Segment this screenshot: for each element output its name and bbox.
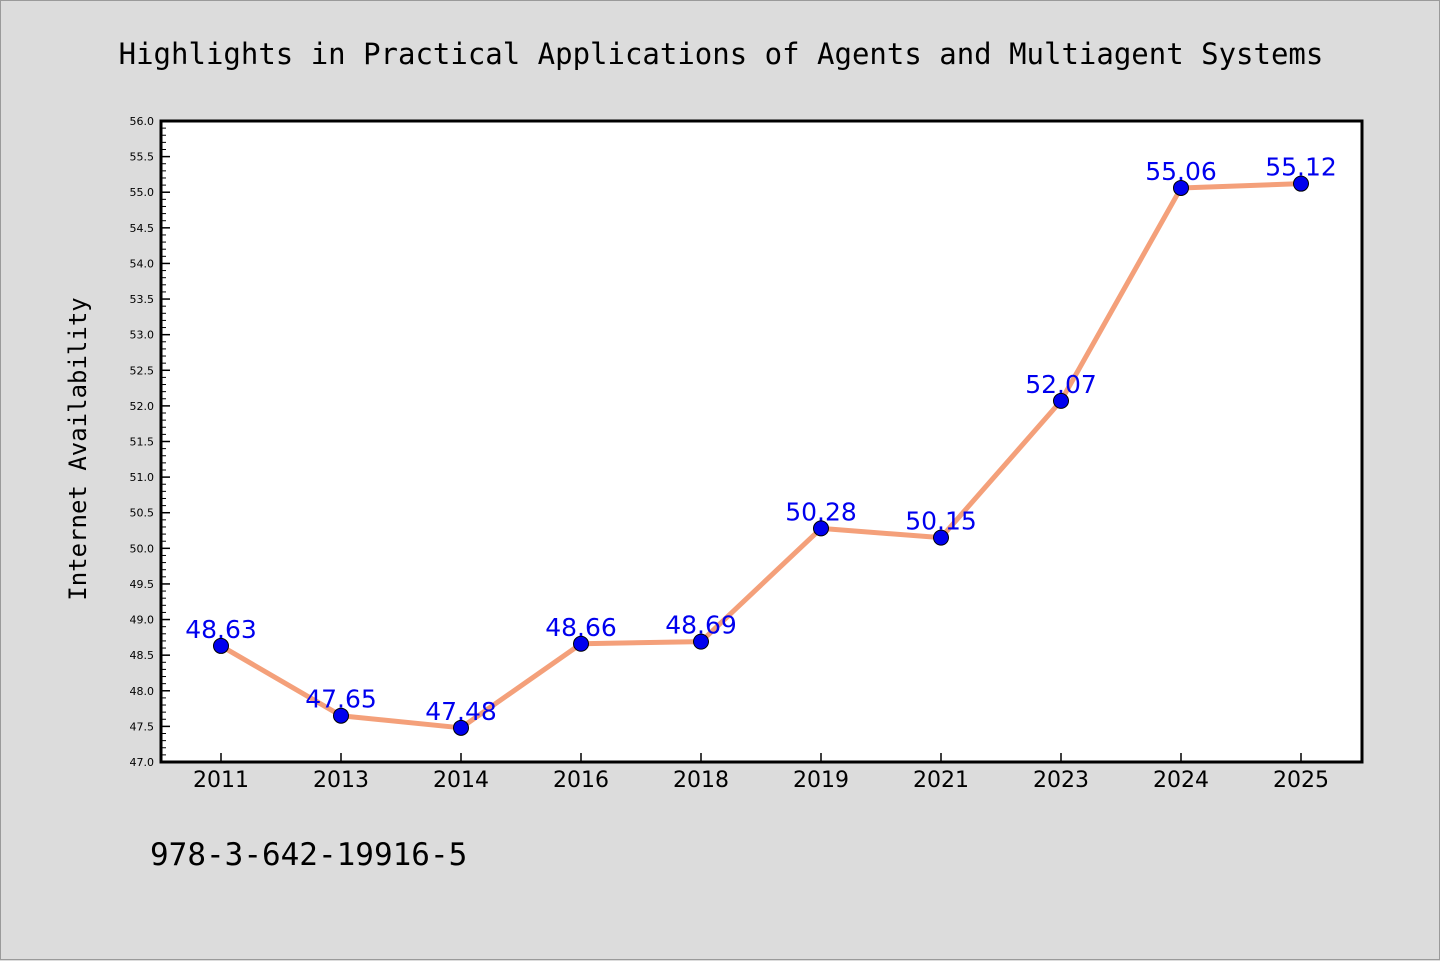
- y-tick-label: 52.5: [130, 364, 155, 377]
- data-label: 48.63: [185, 615, 257, 644]
- x-tick-label: 2025: [1273, 768, 1329, 793]
- x-tick-label: 2014: [433, 768, 489, 793]
- data-label: 48.66: [545, 613, 617, 642]
- data-labels-group: 48.63 47.65 47.48 48.66 48.69 50.28 50.15 52.07…: [185, 153, 1337, 726]
- y-axis: 47.0 47.5 48.0 48.5 49.0 49.5 50.0 50.5 51.0 51.5…: [130, 115, 170, 769]
- x-tick-label: 2024: [1153, 768, 1209, 793]
- x-tick-label: 2013: [313, 768, 369, 793]
- y-tick-label: 55.5: [130, 151, 155, 164]
- plot-area: [159, 119, 1364, 764]
- data-point: [1053, 392, 1069, 409]
- x-tick-label: 2023: [1033, 768, 1089, 793]
- footer-isbn: 978-3-642-19916-5: [150, 837, 467, 873]
- x-axis: 2011 2013 2014 2016 2018 2019 2021 2023 2024 2025: [193, 753, 1329, 793]
- data-point: [453, 719, 469, 736]
- data-point: [333, 707, 349, 724]
- data-point: [813, 520, 829, 537]
- y-tick-label: 50.0: [130, 542, 155, 555]
- y-tick-label: 47.5: [130, 720, 155, 733]
- x-tick-label: 2021: [913, 768, 969, 793]
- data-point: [1173, 179, 1189, 196]
- data-label: 48.69: [665, 611, 737, 640]
- data-label: 52.07: [1025, 370, 1097, 399]
- y-tick-label: 54.0: [130, 257, 155, 270]
- y-axis-label: Internet Availability: [64, 297, 92, 600]
- data-label: 50.28: [785, 497, 857, 526]
- y-tick-label: 48.0: [130, 685, 155, 698]
- chart-title: Highlights in Practical Applications of …: [119, 37, 1324, 71]
- data-label: 47.65: [305, 685, 377, 714]
- x-tick-label: 2019: [793, 768, 849, 793]
- y-tick-label: 49.5: [130, 578, 155, 591]
- x-tick-label: 2018: [673, 768, 729, 793]
- y-tick-label: 52.0: [130, 400, 155, 413]
- y-tick-label: 54.5: [130, 222, 155, 235]
- y-tick-label: 48.5: [130, 649, 155, 662]
- data-point: [213, 637, 229, 654]
- y-tick-label: 56.0: [130, 115, 155, 128]
- series-line: [219, 181, 1302, 731]
- y-tick-label: 53.5: [130, 293, 155, 306]
- data-point: [933, 529, 949, 546]
- y-tick-label: 50.5: [130, 507, 155, 520]
- data-label: 55.12: [1265, 153, 1337, 182]
- x-tick-label: 2016: [553, 768, 609, 793]
- data-label: 50.15: [905, 507, 977, 536]
- y-tick-label: 47.0: [130, 756, 155, 769]
- x-tick-label: 2011: [193, 768, 249, 793]
- y-tick-label: 55.0: [130, 186, 155, 199]
- y-tick-label: 49.0: [130, 614, 155, 627]
- y-tick-label: 51.5: [130, 436, 155, 449]
- series-group: [213, 175, 1309, 736]
- data-point: [1293, 175, 1309, 192]
- data-label: 55.06: [1145, 157, 1217, 186]
- y-tick-label: 51.0: [130, 471, 155, 484]
- data-label: 47.48: [425, 697, 497, 726]
- data-point: [693, 633, 709, 650]
- y-tick-label: 53.0: [130, 329, 155, 342]
- data-point: [573, 635, 589, 652]
